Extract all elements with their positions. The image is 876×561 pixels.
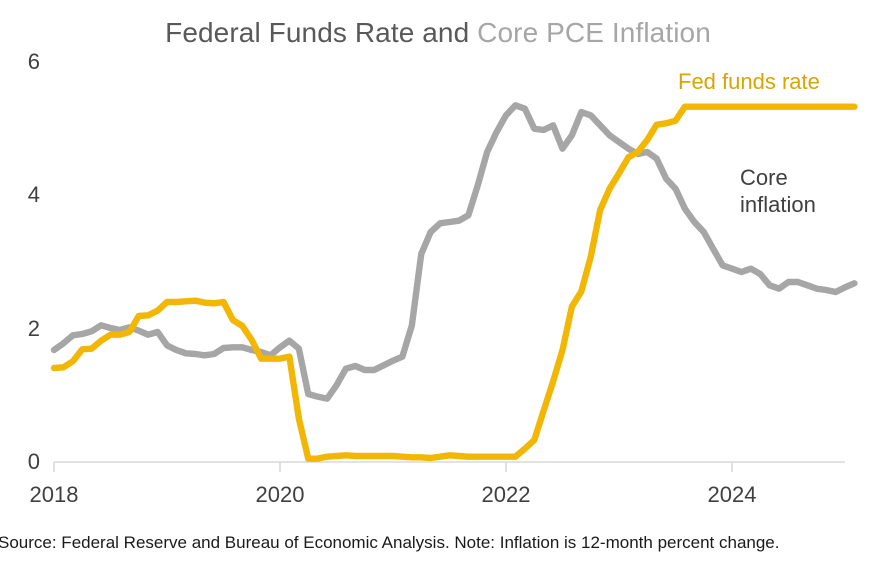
core-inflation-label: Core inflation — [740, 165, 816, 217]
chart-title-secondary: Core PCE Inflation — [477, 17, 711, 48]
data-series-group — [50, 102, 858, 462]
x-axis-tick-label: 2024 — [707, 482, 757, 507]
line-chart-canvas — [50, 102, 858, 472]
source-note: Source: Federal Reserve and Bureau of Ec… — [0, 533, 780, 552]
core-inflation-line — [50, 102, 858, 402]
x-axis-ticks — [53, 462, 733, 472]
x-axis-tick-label: 2018 — [29, 482, 79, 507]
plot-area: 0 2 4 6 2018 2020 2022 2024 Fed funds ra… — [27, 49, 858, 507]
fed-funds-rate-line — [50, 103, 858, 462]
x-axis-tick-label: 2022 — [481, 482, 531, 507]
chart-title: Federal Funds Rate and Core PCE Inflatio… — [0, 16, 876, 50]
x-axis-tick-label: 2020 — [255, 482, 305, 507]
y-axis-tick-label: 6 — [27, 49, 40, 74]
fed-funds-rate-label: Fed funds rate — [678, 69, 820, 94]
chart-title-primary: Federal Funds Rate and — [165, 17, 478, 48]
y-axis-tick-label: 2 — [27, 315, 40, 341]
y-axis-tick-label: 0 — [27, 449, 40, 474]
y-axis-tick-label: 4 — [27, 182, 40, 208]
